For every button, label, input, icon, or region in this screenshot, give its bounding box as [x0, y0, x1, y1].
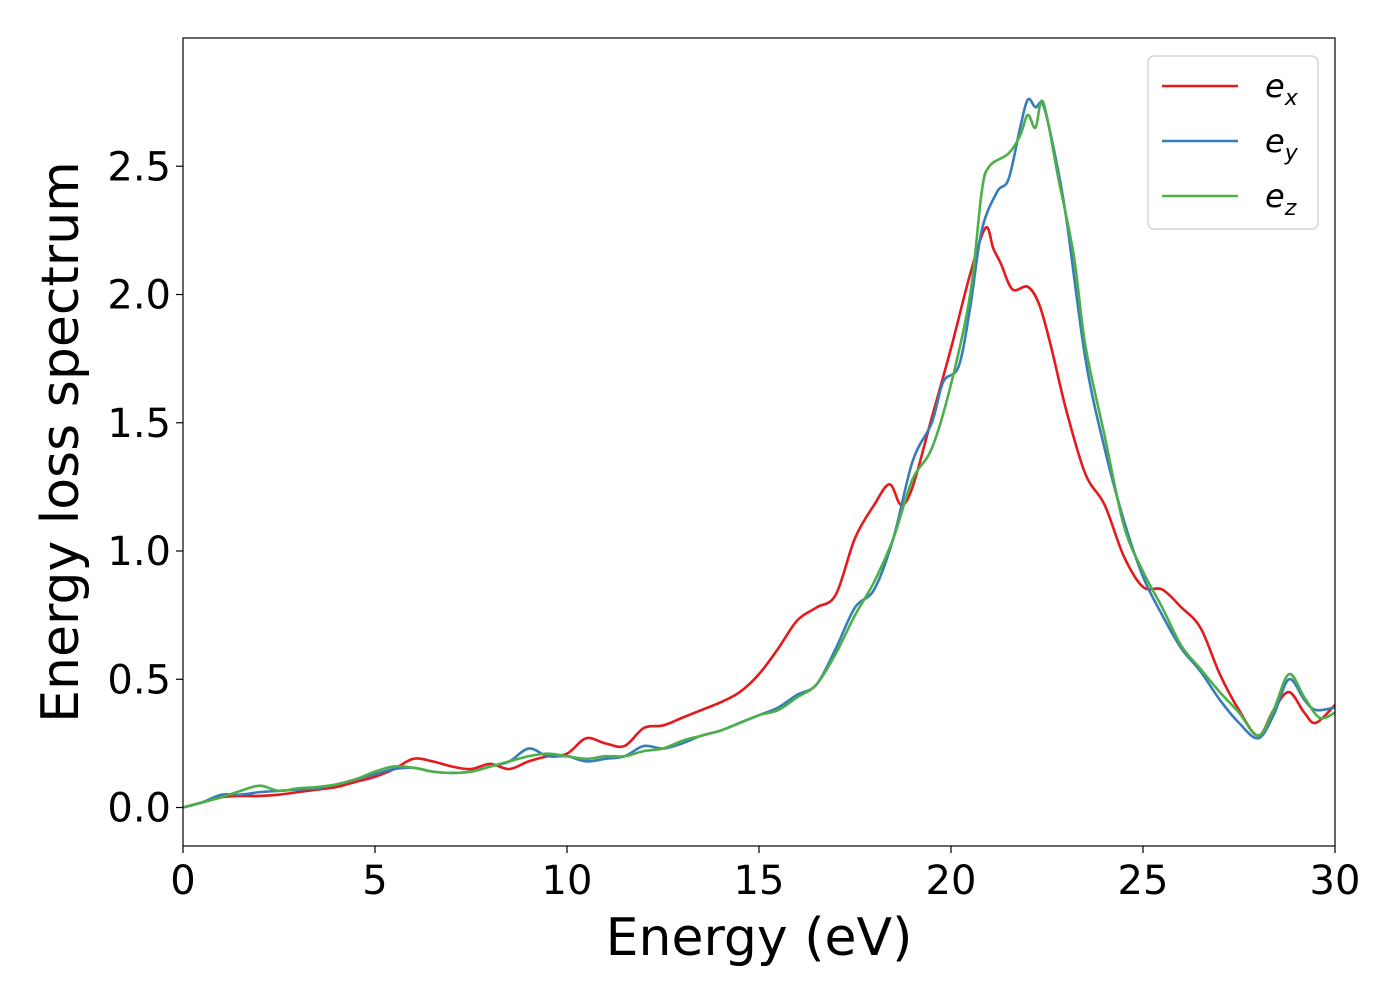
series-layer	[183, 97, 1335, 809]
legend-box	[1147, 55, 1319, 230]
y-tick-label: 1.5	[107, 401, 171, 447]
x-tick-label: 25	[1118, 858, 1169, 904]
y-tick-label: 0.5	[107, 657, 171, 703]
series-line-z	[183, 99, 1335, 809]
y-axis-ticks: 0.0 0.5 1.0 1.5 2.0 2.5	[107, 144, 183, 832]
x-tick-label: 30	[1310, 858, 1361, 904]
x-axis-label: Energy (eV)	[606, 908, 913, 968]
y-tick-label: 2.5	[107, 144, 171, 190]
x-tick-label: 5	[362, 858, 387, 904]
legend-label-z: ez	[1265, 177, 1297, 221]
x-tick-label: 20	[926, 858, 977, 904]
plot-frame	[182, 37, 1336, 847]
x-tick-label: 10	[542, 858, 593, 904]
x-axis-ticks: 0 5 10 15 20 25 30	[170, 846, 1360, 904]
x-tick-label: 15	[734, 858, 785, 904]
y-axis-label: Energy loss spectrum	[31, 161, 91, 723]
legend: ex ey ez	[1147, 55, 1319, 230]
x-tick-label: 0	[170, 858, 195, 904]
legend-label-x: ex	[1265, 67, 1299, 111]
y-tick-label: 0.0	[107, 786, 171, 832]
y-tick-label: 1.0	[107, 529, 171, 575]
y-tick-label: 2.0	[107, 273, 171, 319]
series-line-x	[183, 225, 1335, 809]
legend-label-y: ey	[1265, 122, 1299, 166]
